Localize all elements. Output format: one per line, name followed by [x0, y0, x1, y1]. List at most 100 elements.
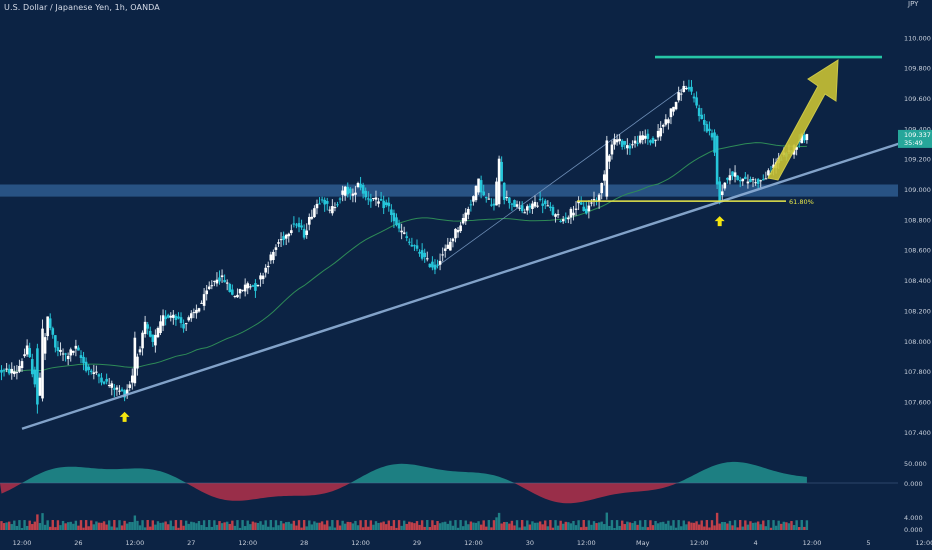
volume-bar	[423, 526, 426, 530]
candle-body	[38, 377, 42, 396]
candle-body	[148, 330, 152, 337]
candle	[341, 185, 344, 202]
candle	[54, 335, 57, 353]
candle	[254, 279, 257, 298]
candle-body	[241, 289, 244, 291]
volume-bar	[413, 523, 416, 530]
candle-body	[490, 204, 493, 206]
candle	[364, 187, 368, 201]
candle-body	[431, 261, 434, 268]
candle	[643, 129, 647, 144]
candle	[154, 329, 157, 353]
volume-bar	[713, 525, 716, 530]
volume-bar	[267, 526, 270, 530]
volume-bar	[361, 527, 365, 530]
candle-body	[520, 205, 524, 212]
candle-body	[243, 284, 247, 292]
candle-body	[487, 198, 491, 200]
volume-bar	[38, 523, 42, 530]
candle	[523, 208, 527, 214]
candle	[449, 238, 452, 251]
volume-bar	[751, 522, 755, 530]
volume-bar	[718, 523, 721, 530]
candle	[659, 121, 662, 141]
candle-body	[210, 285, 214, 287]
candle	[508, 196, 511, 209]
candle-body	[420, 250, 424, 259]
candle	[292, 216, 296, 228]
volume-bar	[485, 526, 488, 530]
candle	[664, 114, 668, 127]
volume-bar	[82, 527, 85, 530]
candle	[654, 139, 657, 147]
candle-body	[572, 212, 575, 216]
volume-bar	[372, 524, 375, 530]
x-tick-label: 12:00	[464, 539, 483, 547]
candle	[454, 228, 457, 243]
candle-body	[728, 175, 732, 181]
candle	[69, 347, 73, 362]
candle	[577, 196, 580, 211]
volume-bar	[59, 525, 62, 530]
candle-body	[382, 200, 385, 209]
volume-bar	[528, 524, 532, 530]
candle	[220, 269, 224, 283]
volume-bar	[277, 525, 280, 530]
volume-y-tick: 0.000	[904, 526, 923, 534]
volume-bar	[444, 521, 447, 530]
candle	[159, 315, 162, 336]
candle	[446, 237, 450, 249]
y-tick-label: 109.800	[904, 65, 931, 73]
candle	[564, 212, 568, 224]
volume-bar	[49, 526, 52, 530]
candle	[510, 202, 514, 211]
candle-body	[608, 155, 611, 162]
volume-bar	[374, 521, 378, 530]
candle-body	[397, 223, 401, 229]
candle-body	[10, 368, 14, 374]
volume-bar	[708, 527, 711, 530]
candle-body	[546, 205, 550, 207]
candle	[187, 315, 191, 322]
candle	[736, 175, 739, 181]
candle	[751, 176, 755, 188]
candle-body	[233, 296, 237, 298]
candle	[110, 380, 114, 396]
y-tick-label: 108.600	[904, 247, 931, 255]
candle	[738, 176, 742, 188]
candle-body	[113, 388, 116, 390]
candle-body	[218, 277, 221, 282]
macd-y-tick: 50.000	[904, 460, 927, 468]
volume-bar	[515, 520, 519, 530]
y-tick-label: 107.400	[904, 429, 931, 437]
volume-bar	[523, 526, 526, 530]
price-box-value: 109.337	[904, 131, 931, 139]
candle	[546, 200, 550, 207]
candle	[338, 197, 342, 204]
volume-bar	[559, 520, 562, 530]
candle	[0, 365, 3, 381]
candle	[679, 89, 683, 101]
candle	[377, 197, 380, 208]
candle	[428, 263, 432, 269]
candle	[661, 123, 665, 134]
candle	[349, 186, 352, 200]
y-tick-label: 108.800	[904, 216, 931, 224]
candle-body	[369, 198, 373, 202]
candle	[608, 154, 611, 170]
volume-bar	[151, 520, 155, 530]
candle	[169, 312, 173, 322]
x-tick-label: 12:00	[916, 539, 932, 547]
volume-bar	[108, 520, 111, 530]
candle-body	[138, 349, 142, 353]
volume-bar	[354, 520, 357, 530]
candle-body	[708, 128, 711, 132]
volume-bar	[95, 521, 98, 530]
volume-bar	[231, 520, 234, 530]
candle-body	[772, 164, 775, 169]
volume-bar	[756, 521, 760, 530]
volume-bar	[395, 527, 398, 530]
volume-bar	[287, 521, 290, 530]
volume-bar	[626, 521, 629, 530]
